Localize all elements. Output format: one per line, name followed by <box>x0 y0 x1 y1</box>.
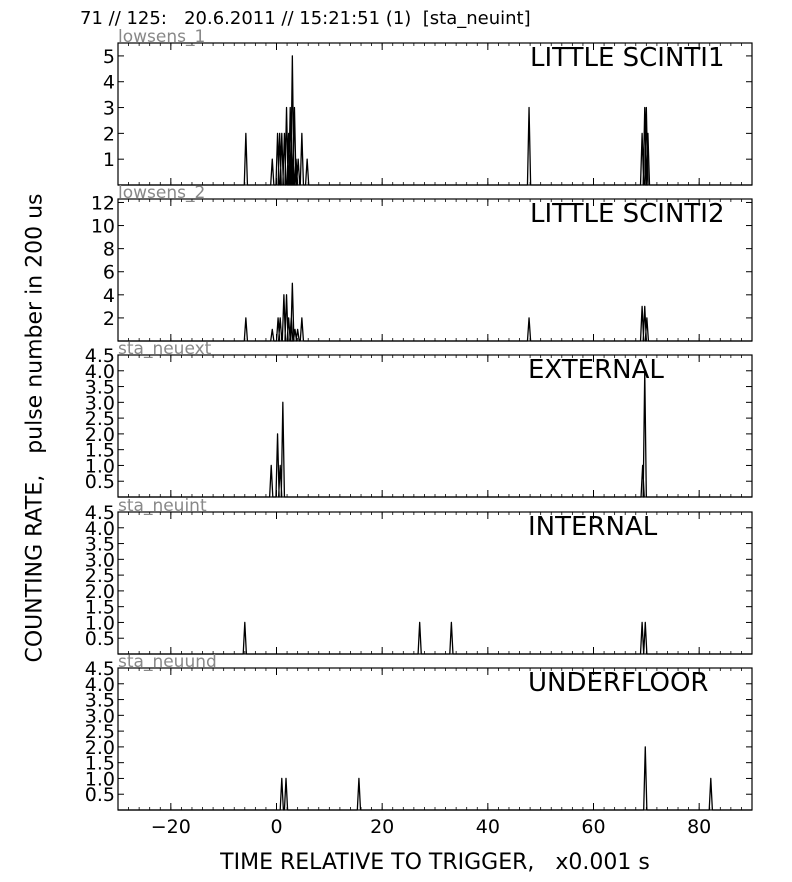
y-tick-label: 4.5 <box>85 502 115 524</box>
x-tick-label: 20 <box>370 816 394 838</box>
y-tick-label: 3.0 <box>85 705 115 727</box>
y-tick-label: 2.5 <box>85 721 115 743</box>
panel-label: lowsens_2 <box>118 183 205 203</box>
chart-header-title: 71 // 125: 20.6.2011 // 15:21:51 (1) [st… <box>80 8 531 29</box>
x-tick-label: −20 <box>151 816 191 838</box>
panel-label: lowsens_1 <box>118 27 205 47</box>
y-tick-label: 12 <box>91 192 115 214</box>
y-tick-label: 3.5 <box>85 534 115 556</box>
y-tick-label: 1.0 <box>85 612 115 634</box>
y-tick-label: 2.0 <box>85 581 115 603</box>
y-tick-label: 3 <box>103 98 115 120</box>
panel-label: sta_neuund <box>118 652 217 672</box>
x-axis-label: TIME RELATIVE TO TRIGGER, x0.001 s <box>220 850 650 875</box>
y-tick-label: 2 <box>103 308 115 330</box>
series-line <box>118 621 752 655</box>
y-tick-label: 1.0 <box>85 768 115 790</box>
x-tick-label: 60 <box>581 816 605 838</box>
panel-label: sta_neuint <box>118 496 207 516</box>
panel-title: INTERNAL <box>528 512 658 542</box>
y-tick-label: 4 <box>103 72 115 94</box>
series-line <box>118 746 752 811</box>
x-tick-label: 80 <box>687 816 711 838</box>
y-tick-label: 2.0 <box>85 424 115 446</box>
panel-title: EXTERNAL <box>528 355 664 385</box>
y-tick-label: 1.5 <box>85 753 115 775</box>
x-tick-label: 40 <box>476 816 500 838</box>
y-tick-label: 3.5 <box>85 377 115 399</box>
y-tick-label: 4.0 <box>85 361 115 383</box>
y-tick-label: 10 <box>91 216 115 238</box>
y-tick-label: 0.5 <box>85 628 115 650</box>
x-tick-label: 0 <box>270 816 282 838</box>
y-tick-label: 3.5 <box>85 690 115 712</box>
panel-title: UNDERFLOOR <box>528 668 709 698</box>
y-tick-label: 4.5 <box>85 345 115 367</box>
panel-title: LITTLE SCINTI2 <box>530 199 725 229</box>
y-tick-label: 6 <box>103 262 115 284</box>
panel-label: sta_neuext <box>118 339 212 359</box>
series-line <box>118 55 752 186</box>
y-tick-label: 2.0 <box>85 737 115 759</box>
panel-title: LITTLE SCINTI1 <box>530 43 725 73</box>
y-tick-label: 1.5 <box>85 597 115 619</box>
y-tick-label: 4.0 <box>85 518 115 540</box>
y-tick-label: 0.5 <box>85 471 115 493</box>
y-tick-label: 1 <box>103 149 115 171</box>
y-tick-label: 0.5 <box>85 784 115 806</box>
y-tick-label: 5 <box>103 46 115 68</box>
y-tick-label: 1.0 <box>85 455 115 477</box>
y-tick-label: 4 <box>103 285 115 307</box>
y-tick-label: 2.5 <box>85 408 115 430</box>
y-tick-label: 2.5 <box>85 565 115 587</box>
y-tick-label: 3.0 <box>85 549 115 571</box>
series-line <box>118 282 752 342</box>
series-line <box>118 370 752 498</box>
y-tick-label: 8 <box>103 239 115 261</box>
y-tick-label: 2 <box>103 123 115 145</box>
y-tick-label: 3.0 <box>85 392 115 414</box>
y-tick-label: 4.0 <box>85 674 115 696</box>
y-tick-label: 1.5 <box>85 440 115 462</box>
y-tick-label: 4.5 <box>85 658 115 680</box>
